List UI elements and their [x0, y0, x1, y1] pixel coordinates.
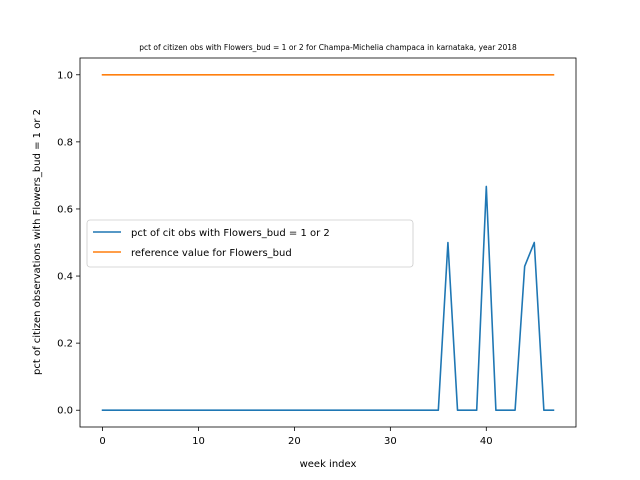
y-tick-label: 0.6	[57, 204, 73, 215]
x-tick-label: 10	[192, 436, 205, 447]
x-tick-label: 20	[288, 436, 301, 447]
legend: pct of cit obs with Flowers_bud = 1 or 2…	[86, 219, 414, 268]
y-tick-label: 0.4	[57, 272, 73, 283]
y-tick-label: 0.2	[57, 339, 73, 350]
plot-area	[101, 73, 555, 412]
x-tick-label: 0	[99, 436, 105, 447]
legend-label-0: pct of cit obs with Flowers_bud = 1 or 2	[131, 228, 330, 239]
y-axis-ticks: 0.0 0.2 0.4 0.6 0.8 1.0	[57, 70, 80, 417]
y-tick-label: 0.8	[57, 137, 73, 148]
x-tick-label: 30	[384, 436, 397, 447]
y-axis-title: pct of citizen observations with Flowers…	[32, 109, 43, 375]
x-axis-ticks: 0 10 20 30 40	[99, 427, 493, 447]
axes-frame	[79, 57, 577, 428]
legend-box	[86, 219, 414, 268]
y-tick-label: 0.0	[57, 406, 73, 417]
x-axis-title: week index	[300, 459, 357, 470]
series-line-0	[101, 185, 555, 412]
chart-title: pct of citizen obs with Flowers_bud = 1 …	[139, 43, 517, 52]
legend-label-1: reference value for Flowers_bud	[131, 248, 292, 259]
y-tick-label: 1.0	[57, 70, 73, 81]
x-tick-label: 40	[480, 436, 493, 447]
